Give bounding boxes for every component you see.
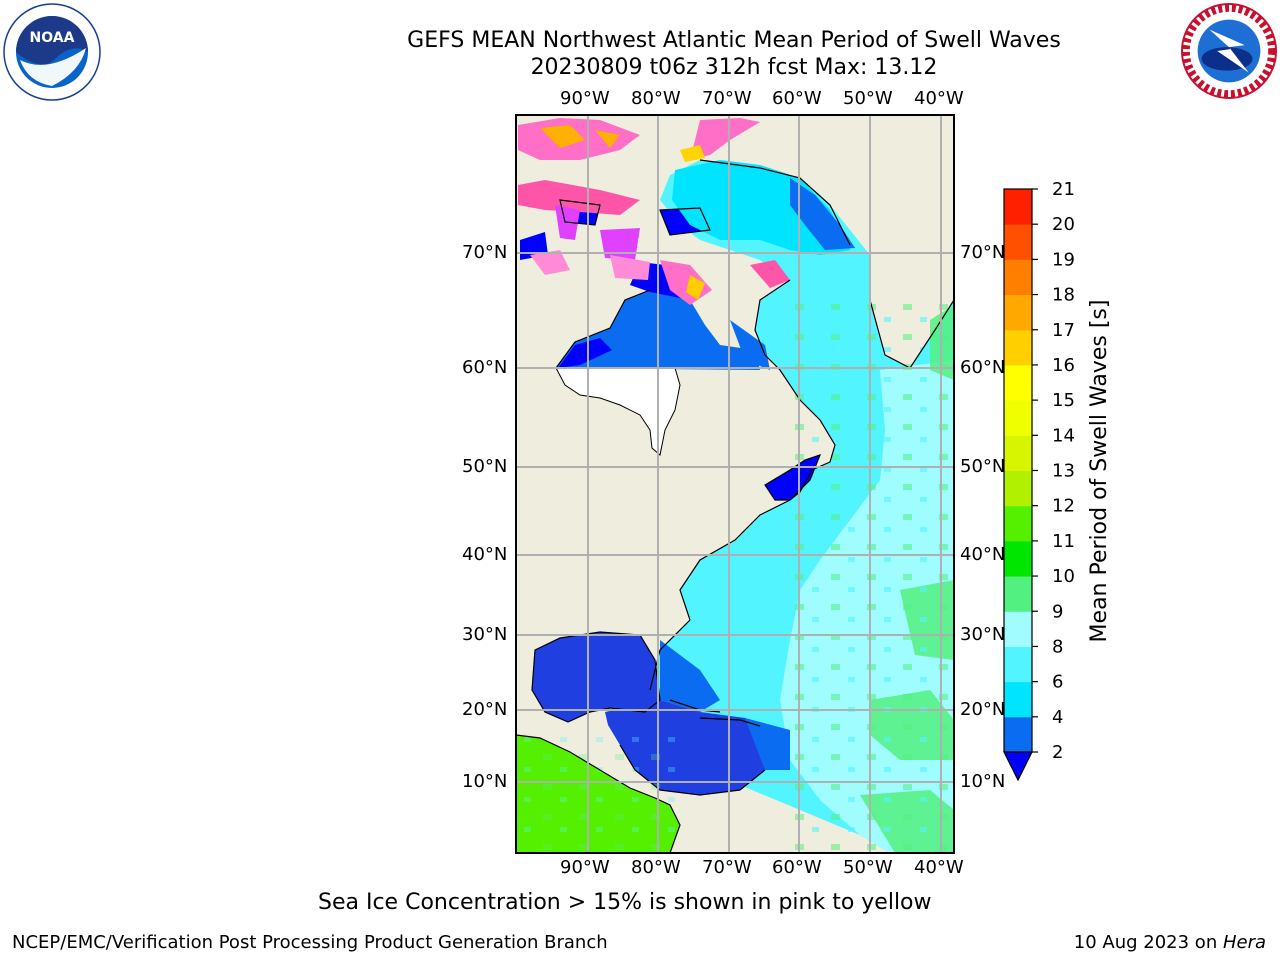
colorbar-segment	[1004, 294, 1032, 331]
colorbar-tick-label: 18	[1052, 285, 1075, 306]
colorbar-tick-label: 19	[1052, 249, 1075, 270]
baffin-bay	[672, 160, 850, 255]
caribbean-edge	[660, 640, 790, 770]
colorbar-segment	[1004, 611, 1032, 647]
colorbar-segment	[1004, 364, 1032, 401]
colorbar-tick-label: 17	[1052, 320, 1075, 341]
colorbar-segment	[1004, 716, 1032, 753]
colorbar-tick-label: 14	[1052, 425, 1075, 446]
lon-label-top: 80°W	[631, 88, 681, 109]
sea-ice	[518, 118, 790, 305]
colorbar-tick-label: 13	[1052, 461, 1075, 482]
colorbar-segment	[1004, 400, 1032, 436]
colorbar-segment	[1004, 329, 1032, 366]
colorbar-segment	[1004, 681, 1032, 718]
nws-logo	[1180, 2, 1278, 100]
colorbar-segment	[1004, 259, 1032, 296]
lat-label-left: 10°N	[462, 771, 508, 792]
lat-label-left: 50°N	[462, 456, 508, 477]
lat-label-right: 50°N	[960, 456, 1006, 477]
colorbar-tick-label: 15	[1052, 390, 1075, 411]
colorbar-tick-label: 11	[1052, 531, 1075, 552]
lat-label-right: 10°N	[960, 771, 1006, 792]
lon-label-top: 40°W	[914, 88, 964, 109]
lon-label-top: 60°W	[772, 88, 822, 109]
colorbar-segment	[1004, 224, 1032, 260]
footer-date: 10 Aug 2023 on Hera	[1074, 932, 1266, 953]
lon-label-top: 50°W	[843, 88, 893, 109]
lat-label-right: 70°N	[960, 242, 1006, 263]
south-america-specks	[516, 735, 676, 853]
lat-label-right: 40°N	[960, 544, 1006, 565]
footer-date-text: 10 Aug 2023 on	[1073, 932, 1223, 953]
lat-label-right: 20°N	[960, 699, 1006, 720]
colorbar-tick-label: 4	[1052, 707, 1063, 728]
colorbar: 2 4 6 8 9 10 11 12 13 14 15 16 17 18 19 20 21	[1003, 179, 1075, 782]
colorbar-segment	[1004, 189, 1032, 225]
gulf-of-mexico	[532, 632, 660, 722]
sea-ice-caption: Sea Ice Concentration > 15% is shown in …	[318, 890, 932, 915]
svg-text:NOAA: NOAA	[30, 30, 75, 46]
lon-label-bottom: 80°W	[631, 857, 681, 878]
colorbar-segment	[1004, 505, 1032, 542]
colorbar-segment	[1004, 576, 1032, 612]
noaa-logo: NOAA	[3, 3, 101, 101]
lon-label-bottom: 70°W	[702, 857, 752, 878]
lon-label-top: 90°W	[560, 88, 610, 109]
map-frame	[515, 114, 955, 854]
lat-label-left: 40°N	[462, 544, 508, 565]
lon-label-bottom: 60°W	[772, 857, 822, 878]
graticule	[516, 115, 954, 853]
colorbar-tick-label: 21	[1052, 179, 1075, 200]
colorbar-label: Mean Period of Swell Waves [s]	[1087, 300, 1112, 643]
colorbar-tick-label: 10	[1052, 566, 1075, 587]
lat-label-right: 30°N	[960, 624, 1006, 645]
colorbar-tick-label: 16	[1052, 355, 1075, 376]
lat-label-left: 20°N	[462, 699, 508, 720]
colorbar-tick-label: 9	[1052, 601, 1063, 622]
lat-label-left: 60°N	[462, 357, 508, 378]
footer-host: Hera	[1222, 932, 1266, 953]
map-subtitle: 20230809 t06z 312h fcst Max: 13.12	[530, 55, 938, 80]
colorbar-tick-label: 2	[1052, 742, 1063, 763]
colorbar-segment	[1004, 646, 1032, 683]
lon-label-bottom: 90°W	[560, 857, 610, 878]
colorbar-tick-label: 6	[1052, 672, 1063, 693]
lat-label-right: 60°N	[960, 357, 1006, 378]
lat-label-left: 30°N	[462, 624, 508, 645]
colorbar-tick-label: 20	[1052, 214, 1075, 235]
baffin-bay-coast	[790, 178, 855, 250]
lat-label-left: 70°N	[462, 242, 508, 263]
colorbar-segment	[1004, 435, 1032, 471]
map-title: GEFS MEAN Northwest Atlantic Mean Period…	[407, 28, 1061, 53]
lon-label-bottom: 40°W	[914, 857, 964, 878]
colorbar-under-arrow	[1003, 751, 1033, 782]
colorbar-tick-label: 8	[1052, 636, 1063, 657]
lon-label-top: 70°W	[702, 88, 752, 109]
lon-label-bottom: 50°W	[843, 857, 893, 878]
colorbar-segment	[1004, 540, 1032, 577]
footer-organization: NCEP/EMC/Verification Post Processing Pr…	[12, 932, 608, 953]
colorbar-segment	[1004, 470, 1032, 507]
map-area	[516, 115, 954, 853]
colorbar-tick-label: 12	[1052, 496, 1075, 517]
